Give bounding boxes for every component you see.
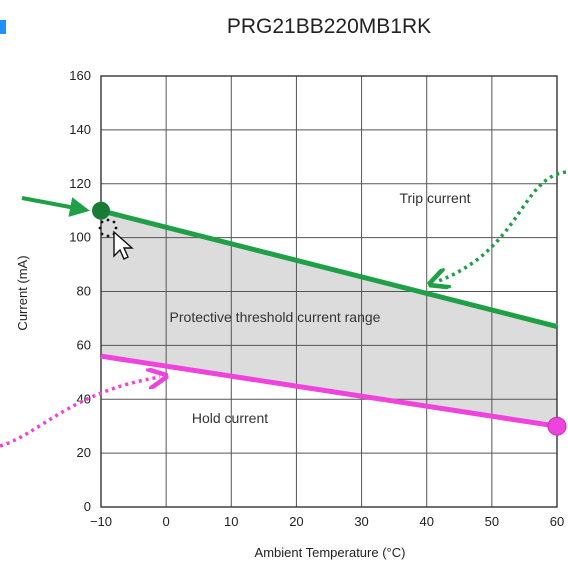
y-tick-label: 140 — [69, 122, 91, 137]
x-tick-label: −10 — [90, 514, 112, 529]
hold-arrow-icon — [0, 377, 160, 448]
y-tick-label: 120 — [69, 176, 91, 191]
left-accent-mark — [0, 20, 6, 34]
plot-border — [100, 75, 558, 508]
series-line-hold-current — [100, 353, 558, 429]
x-axis-label: Ambient Temperature (°C) — [255, 545, 406, 560]
trip-arrow-icon — [21, 196, 90, 217]
trip-dotted-arrow-icon — [436, 170, 567, 282]
x-tick-label: 20 — [289, 514, 303, 529]
trip-start-point — [92, 201, 110, 220]
hold-end-point — [547, 416, 567, 436]
annotation-trip-current: Trip current — [399, 190, 470, 206]
plot-area: −10 0 10 20 30 40 50 60020406080100120140160Tri… — [0, 68, 567, 529]
y-axis-label: Current (mA) — [15, 255, 30, 330]
y-tick-label: 60 — [77, 337, 91, 352]
annotation-protective-range: Protective threshold current range — [170, 309, 381, 325]
y-tick-label: 160 — [69, 68, 91, 83]
x-tick-label: 30 — [354, 514, 368, 529]
x-tick-label: 50 — [485, 514, 499, 529]
annotation-hold-current: Hold current — [192, 410, 268, 426]
x-tick-label: 10 — [224, 514, 238, 529]
y-tick-label: 100 — [69, 230, 91, 245]
cursor-pointer-icon — [98, 218, 134, 260]
chart-title: PRG21BB220MB1RK — [227, 15, 431, 38]
x-tick-label: 60 — [550, 514, 564, 529]
x-tick-label: 40 — [419, 514, 433, 529]
series-line-trip-current — [100, 208, 558, 329]
y-tick-label: 20 — [77, 445, 91, 460]
y-tick-label: 80 — [77, 284, 91, 299]
y-tick-label: 0 — [84, 499, 91, 514]
x-tick-label: 0 — [163, 514, 170, 529]
